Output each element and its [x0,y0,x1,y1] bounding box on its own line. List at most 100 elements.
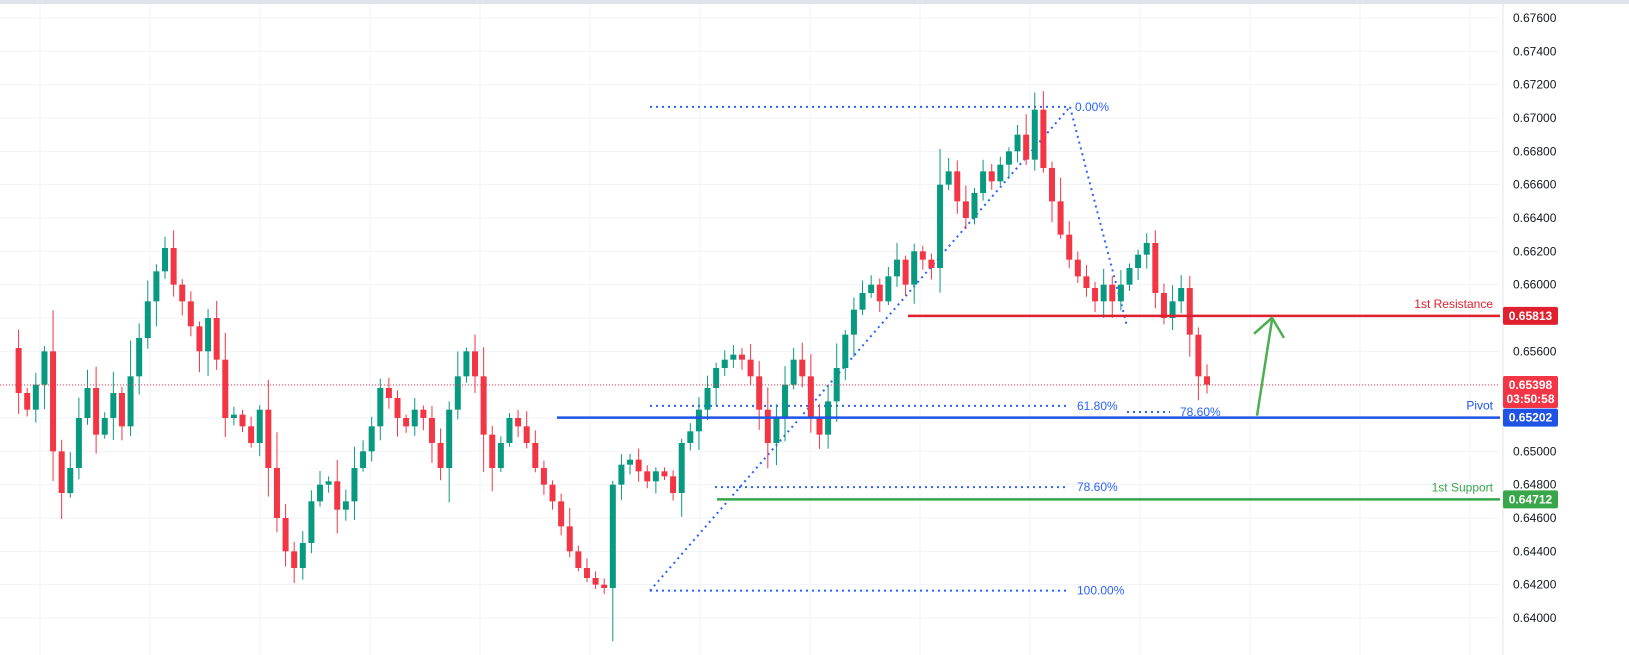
candle-body [377,388,384,427]
candle-body [980,171,987,193]
candle-body [282,518,289,552]
candle-body [1023,134,1030,160]
candle-body [816,418,823,435]
candle-body [893,259,900,277]
candle-body [721,359,728,368]
candle-body [928,259,935,268]
candle-body [41,351,48,385]
candle-body [515,418,522,427]
candle-body [1014,134,1021,152]
candle-body [1135,254,1142,268]
candle-body [790,359,797,385]
candle-body [782,384,789,418]
candle-body [325,481,332,485]
candle-body [213,318,220,360]
price-axis[interactable]: 0.67600 0.67400 0.67200 0.67000 0.66800 0.666… [1502,4,1557,655]
candle-body [661,471,668,477]
candle-body [1074,259,1081,277]
candle-body [627,459,634,465]
candle-body [807,376,814,418]
fib-label-786: 78.60% [1077,480,1118,494]
candle-body [1092,288,1099,302]
candle-body [919,251,926,260]
candle-body [144,301,151,338]
candle-body [50,351,57,452]
candle-body [32,384,39,410]
current-price-badge [1503,376,1558,408]
candle-body [540,468,547,485]
candle-body [1178,288,1185,302]
candle-body [411,409,418,427]
candle-body [695,409,702,432]
candle-body [859,293,866,310]
candle-body [764,409,771,443]
price-tick-label: 0.66800 [1513,144,1557,158]
candle-body [713,368,720,388]
resistance-badge [1503,306,1558,325]
candle-layer [15,91,1210,642]
candle-body [248,426,255,443]
candle-body [962,201,969,218]
candle-body [971,193,978,218]
fib-label-618: 61.80% [1077,399,1118,413]
candle-body [127,376,134,427]
candle-body [110,393,117,418]
candle-body [1160,293,1167,318]
candle-body [945,171,952,185]
candle-body [738,354,745,360]
candle-body [704,388,711,410]
price-tick-label: 0.65000 [1513,444,1557,458]
candle-body [583,568,590,578]
candle-body [842,334,849,368]
candle-body [463,351,470,377]
price-tick-label: 0.67600 [1513,11,1557,25]
pivot-badge-text: 0.65202 [1509,411,1553,425]
top-border [0,0,1629,4]
candle-body [334,481,341,510]
candle-body [868,284,875,293]
fib-label-786-right: 78.60% [1180,405,1221,419]
candle-body [273,468,280,518]
price-tick-label: 0.66000 [1513,278,1557,292]
support-badge [1503,490,1558,509]
candle-body [670,476,677,493]
current-price-badge-text: 0.65398 [1509,378,1553,392]
candle-body [1109,284,1116,302]
candle-body [592,578,599,585]
candle-body [317,484,324,502]
price-tick-label: 0.64600 [1513,511,1557,525]
candle-body [1083,276,1090,288]
projection-arrow-head [1253,315,1286,339]
candle-body [644,471,651,482]
candle-body [385,388,392,398]
candle-body [437,443,444,468]
candle-body [291,551,298,568]
candle-body [84,388,91,418]
candle-body [773,418,780,443]
candle-body [239,414,246,427]
price-tick-label: 0.66600 [1513,178,1557,192]
candle-body [360,451,367,468]
candle-body [937,184,944,268]
candle-body [93,388,100,435]
price-tick-label: 0.67400 [1513,44,1557,58]
candle-body [497,443,504,468]
candle-body [428,418,435,443]
candle-body [15,348,22,393]
projection-arrow-shaft [1255,319,1274,416]
candle-body [205,318,212,352]
candle-body [420,409,427,418]
price-tick-label: 0.66200 [1513,244,1557,258]
candle-body [1169,301,1176,318]
candle-body [1117,284,1124,302]
candle-body [75,418,82,468]
candle-body [635,459,642,472]
candle-body [489,434,496,468]
candle-body [136,338,143,377]
candle-body [1195,334,1202,377]
candle-body [506,418,513,443]
candle-body [308,501,315,543]
